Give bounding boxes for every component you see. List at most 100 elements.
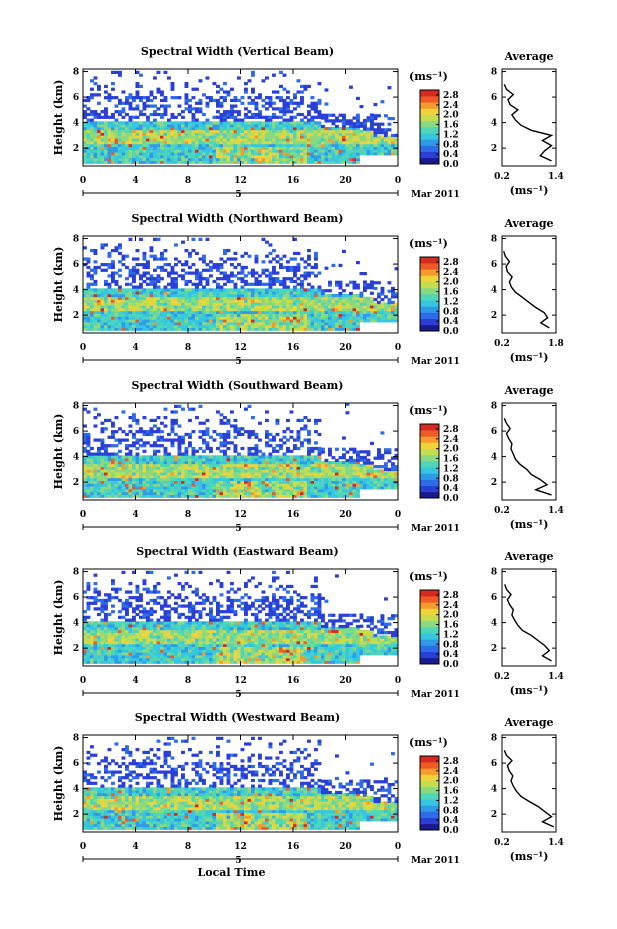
heatmap-cell — [310, 324, 315, 329]
heatmap-cell — [160, 299, 164, 303]
heatmap-cell — [139, 263, 143, 267]
heatmap-cell — [317, 486, 322, 490]
heatmap-cell — [181, 460, 185, 465]
heatmap-cell — [212, 288, 217, 292]
heatmap-cell — [286, 152, 290, 156]
heatmap-cell — [142, 316, 147, 320]
colorbar-swatch — [420, 324, 439, 332]
heatmap-cell — [160, 149, 164, 153]
heatmap-cell — [293, 288, 297, 292]
heatmap-cell — [258, 491, 262, 496]
heatmap-cell — [377, 152, 381, 156]
heatmap-cell — [230, 274, 234, 278]
heatmap-cell — [216, 296, 220, 300]
heatmap-cell — [240, 322, 245, 326]
heatmap-cell — [286, 458, 290, 462]
heatmap-cell — [342, 157, 346, 162]
heatmap-cell — [125, 494, 129, 498]
heatmap-cell — [195, 455, 199, 459]
heatmap-cell — [174, 160, 178, 164]
heatmap-cell — [328, 289, 332, 293]
heatmap-cell — [139, 132, 143, 136]
heatmap-cell — [156, 288, 161, 292]
heatmap-cell — [314, 110, 318, 114]
heatmap-cell — [142, 486, 147, 490]
heatmap-cell — [254, 101, 259, 105]
heatmap-cell — [300, 146, 304, 150]
heatmap-cell — [149, 296, 154, 300]
heatmap-cell — [328, 494, 332, 498]
heatmap-cell — [104, 84, 108, 89]
heatmap-cell — [107, 143, 112, 147]
heatmap-cell — [293, 480, 297, 484]
heatmap-cell — [104, 491, 108, 496]
heatmap-cell — [212, 265, 217, 270]
heatmap-cell — [261, 319, 266, 323]
heatmap-cell — [209, 155, 213, 159]
heatmap-cell — [293, 138, 297, 142]
heatmap-cell — [345, 322, 350, 326]
heatmap-cell — [86, 477, 91, 481]
heatmap-cell — [310, 107, 315, 111]
heatmap-cell — [286, 455, 290, 459]
heatmap-cell — [97, 438, 101, 442]
heatmap-cell — [352, 327, 357, 331]
heatmap-cell — [293, 466, 297, 470]
heatmap-cell — [167, 152, 171, 156]
heatmap-cell — [83, 489, 87, 493]
heatmap-cell — [303, 277, 308, 281]
heatmap-cell — [156, 449, 161, 453]
heatmap-cell — [195, 87, 199, 91]
heatmap-cell — [317, 313, 322, 317]
heatmap-cell — [174, 486, 178, 490]
heatmap-cell — [86, 282, 91, 286]
heatmap-cell — [153, 441, 157, 445]
heatmap-cell — [331, 494, 336, 498]
heatmap-cell — [118, 285, 122, 289]
heatmap-cell — [97, 449, 101, 453]
heatmap-cell — [104, 112, 108, 117]
heatmap-cell — [268, 96, 273, 100]
heatmap-cell — [335, 126, 339, 131]
heatmap-cell — [209, 146, 213, 150]
heatmap-cell — [212, 98, 217, 103]
heatmap-cell — [184, 84, 189, 89]
heatmap-cell — [296, 458, 301, 462]
heatmap-cell — [307, 129, 311, 133]
heatmap-cell — [261, 477, 266, 481]
heatmap-cell — [149, 143, 154, 147]
heatmap-cell — [114, 466, 119, 470]
day-label: 5 — [235, 190, 241, 200]
heatmap-cell — [121, 149, 126, 153]
heatmap-cell — [195, 135, 199, 139]
heatmap-cell — [202, 302, 206, 306]
heatmap-cell — [223, 455, 227, 459]
heatmap-cell — [328, 319, 332, 323]
heatmap-cell — [370, 316, 374, 320]
heatmap-cell — [282, 486, 287, 490]
heatmap-cell — [191, 129, 196, 133]
heatmap-cell — [233, 251, 238, 256]
heatmap-cell — [118, 101, 122, 105]
heatmap-cell — [268, 124, 273, 128]
heatmap-cell — [272, 138, 276, 142]
heatmap-cell — [86, 486, 91, 490]
heatmap-cell — [135, 152, 140, 156]
heatmap-cell — [132, 160, 136, 164]
heatmap-cell — [104, 135, 108, 139]
heatmap-cell — [174, 302, 178, 306]
heatmap-cell — [135, 463, 140, 467]
heatmap-cell — [293, 132, 297, 136]
heatmap-cell — [118, 441, 122, 445]
heatmap-cell — [268, 319, 273, 323]
heatmap-cell — [90, 316, 94, 320]
heatmap-cell — [212, 483, 217, 487]
heatmap-cell — [121, 121, 126, 125]
heatmap-cell — [356, 157, 360, 162]
heatmap-cell — [258, 472, 262, 476]
heatmap-cell — [216, 126, 220, 131]
heatmap-cell — [97, 413, 101, 417]
heatmap-cell — [279, 316, 283, 320]
heatmap-cell — [216, 146, 220, 150]
heatmap-cell — [366, 129, 371, 133]
